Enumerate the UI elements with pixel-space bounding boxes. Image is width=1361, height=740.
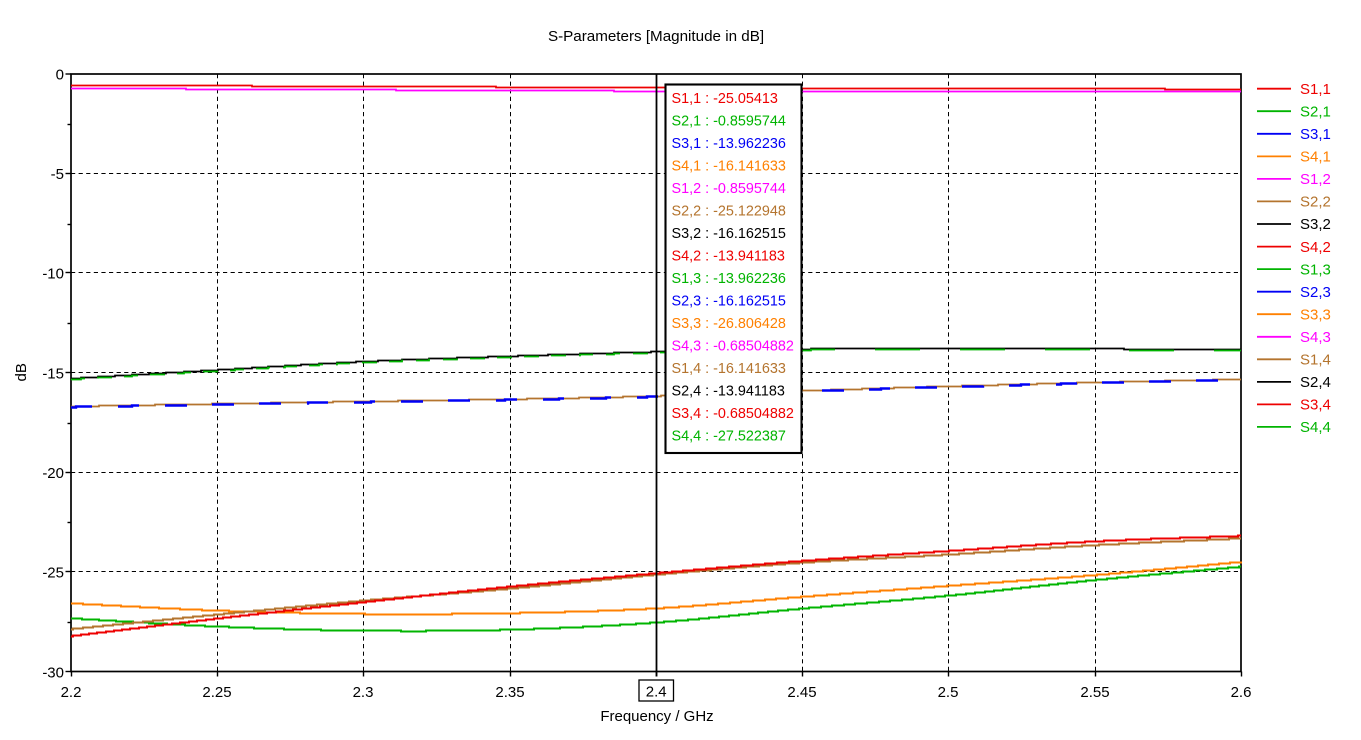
svg-text:S4,3 : -0.68504882: S4,3 : -0.68504882 [672,339,794,355]
svg-text:-25: -25 [42,565,64,582]
svg-text:S1,4: S1,4 [1300,352,1331,369]
svg-text:2.3: 2.3 [353,684,374,701]
svg-text:0: 0 [56,66,64,83]
svg-text:S1,3: S1,3 [1300,261,1331,278]
svg-text:S2,4 : -13.941183: S2,4 : -13.941183 [672,384,785,400]
svg-text:S3,4: S3,4 [1300,397,1331,414]
svg-text:S4,1 : -16.141633: S4,1 : -16.141633 [672,159,786,175]
svg-text:2.4: 2.4 [646,684,667,701]
svg-text:S2,1: S2,1 [1300,104,1331,121]
svg-text:S4,1: S4,1 [1300,149,1331,166]
svg-text:2.25: 2.25 [202,684,231,701]
svg-text:2.55: 2.55 [1080,684,1109,701]
svg-text:S3,1 : -13.962236: S3,1 : -13.962236 [672,136,786,152]
svg-text:-20: -20 [42,465,64,482]
svg-text:S3,3 : -26.806428: S3,3 : -26.806428 [672,316,786,332]
svg-text:S3,2 : -16.162515: S3,2 : -16.162515 [672,226,786,242]
svg-text:S4,4: S4,4 [1300,419,1331,436]
svg-text:S2,3 : -16.162515: S2,3 : -16.162515 [672,294,786,310]
svg-text:dB: dB [13,363,30,381]
svg-text:-15: -15 [42,365,64,382]
svg-text:S2,3: S2,3 [1300,284,1331,301]
svg-text:-10: -10 [42,266,64,283]
svg-text:S2,2 : -25.122948: S2,2 : -25.122948 [672,204,786,220]
svg-text:S3,4 : -0.68504882: S3,4 : -0.68504882 [672,406,794,422]
svg-text:S1,4 : -16.141633: S1,4 : -16.141633 [672,361,786,377]
svg-text:-5: -5 [51,166,64,183]
svg-text:S4,2: S4,2 [1300,239,1331,256]
svg-text:2.6: 2.6 [1231,684,1252,701]
svg-text:S3,2: S3,2 [1300,216,1331,233]
svg-text:S2,1 : -0.8595744: S2,1 : -0.8595744 [672,114,786,130]
svg-text:S2,2: S2,2 [1300,194,1331,211]
svg-text:2.2: 2.2 [61,684,82,701]
svg-text:S4,4 : -27.522387: S4,4 : -27.522387 [672,429,786,445]
svg-text:S1,2 : -0.8595744: S1,2 : -0.8595744 [672,181,786,197]
svg-text:S4,3: S4,3 [1300,329,1331,346]
svg-text:S1,1: S1,1 [1300,81,1331,98]
svg-text:S3,1: S3,1 [1300,126,1331,143]
svg-text:S2,4: S2,4 [1300,374,1331,391]
svg-text:S1,1 : -25.05413: S1,1 : -25.05413 [672,91,778,107]
svg-text:S1,3 : -13.962236: S1,3 : -13.962236 [672,271,786,287]
svg-text:2.45: 2.45 [787,684,816,701]
svg-text:-30: -30 [42,664,64,681]
svg-text:2.5: 2.5 [938,684,959,701]
svg-text:2.35: 2.35 [495,684,524,701]
svg-text:S-Parameters [Magnitude in dB]: S-Parameters [Magnitude in dB] [548,28,764,45]
svg-text:S4,2 : -13.941183: S4,2 : -13.941183 [672,249,785,265]
svg-text:S1,2: S1,2 [1300,171,1331,188]
svg-text:Frequency / GHz: Frequency / GHz [600,708,713,725]
svg-text:S3,3: S3,3 [1300,306,1331,323]
